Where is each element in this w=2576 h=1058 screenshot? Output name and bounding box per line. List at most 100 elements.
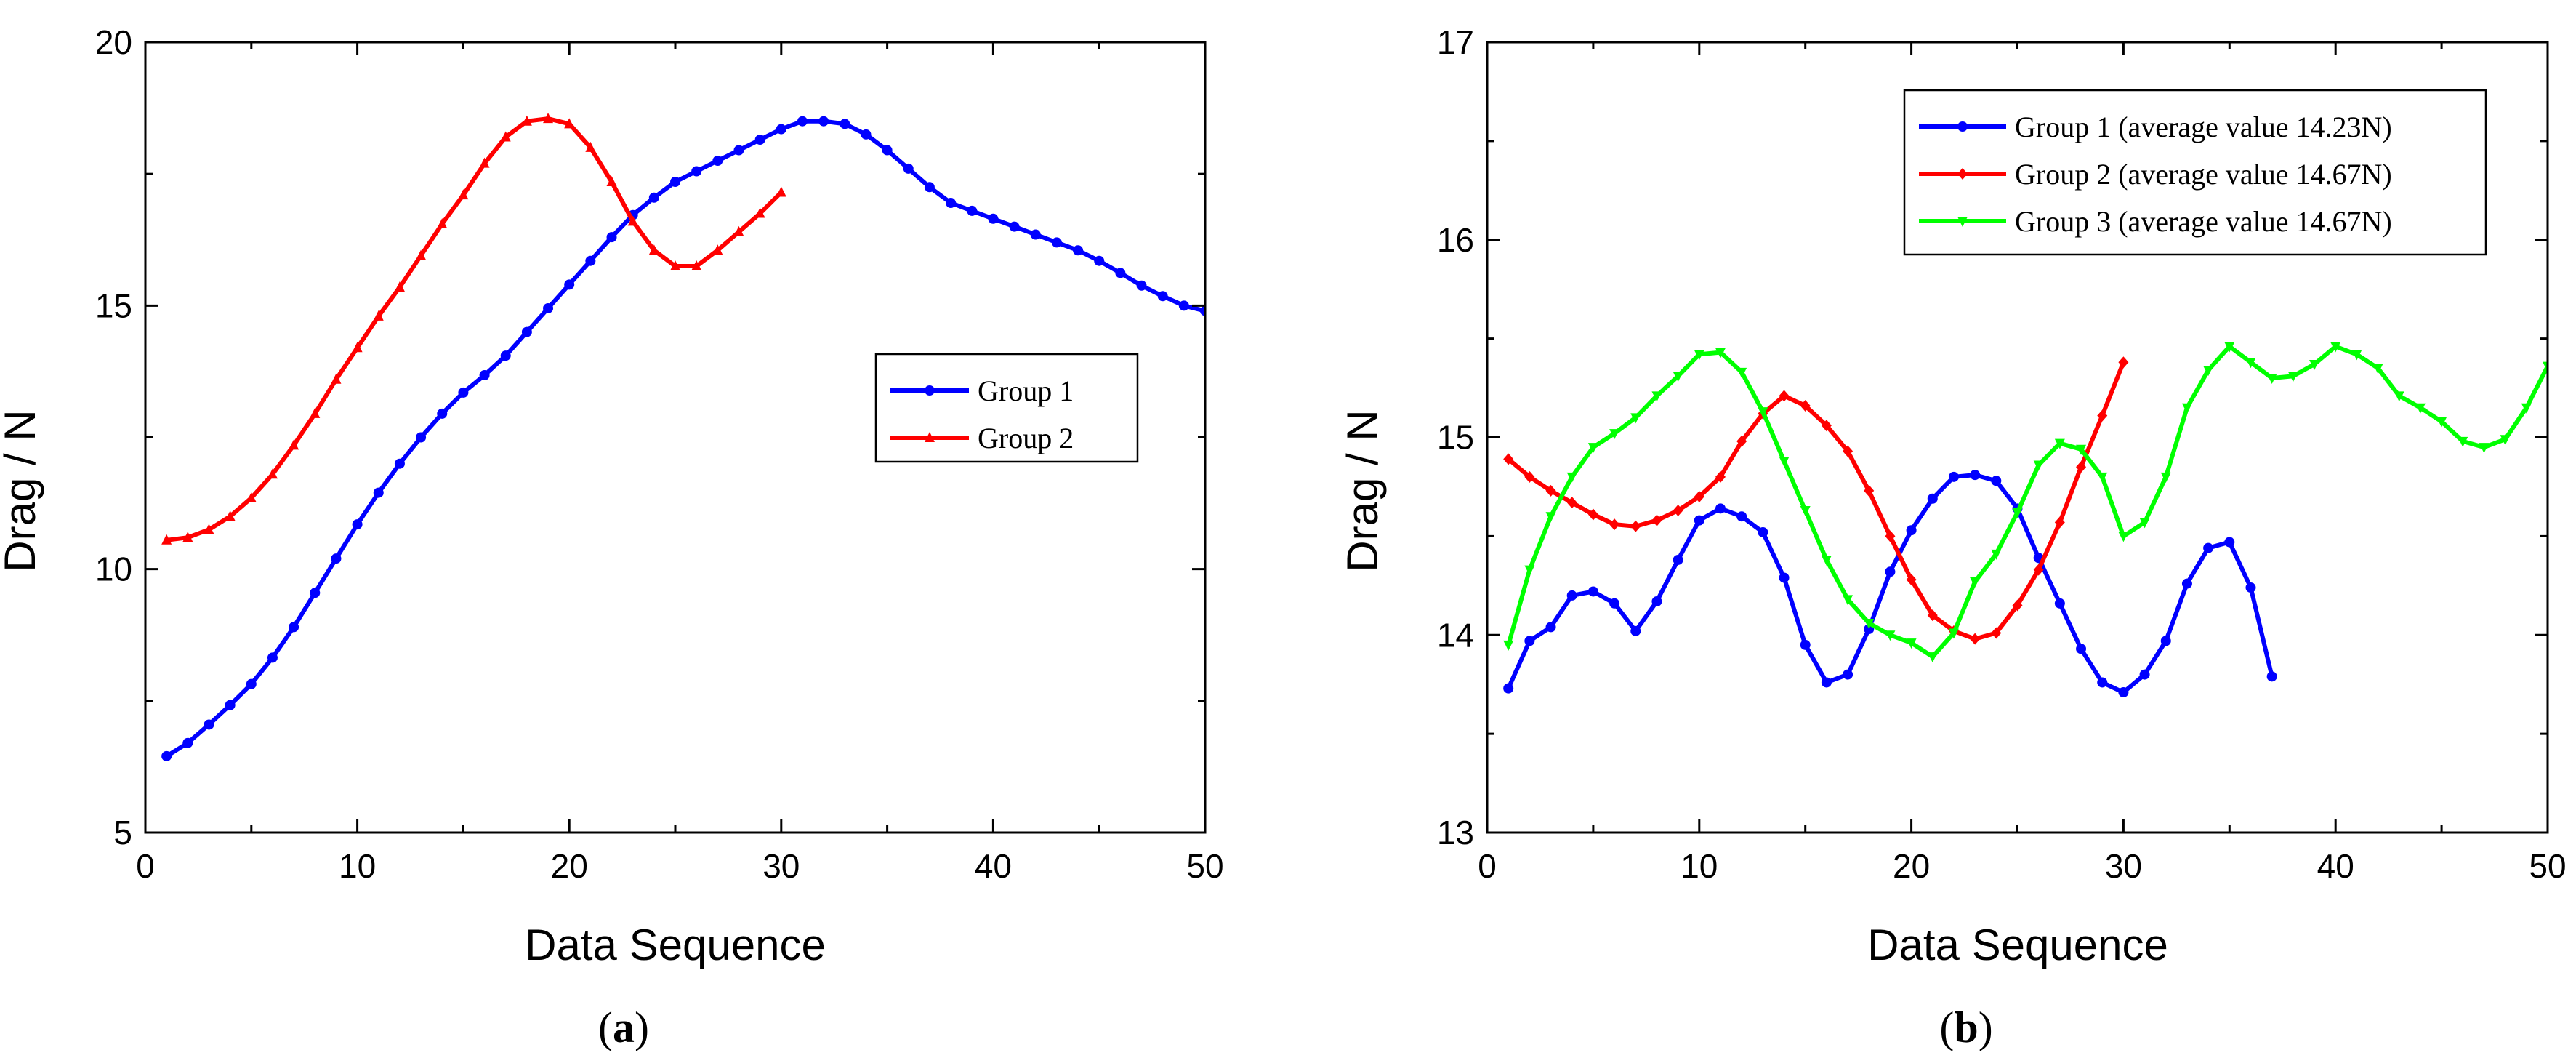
chart-a-series-1-point [1009, 221, 1020, 232]
chart-b-series-3-point [2224, 342, 2235, 353]
chart-b-series-2-point [1545, 484, 1556, 497]
chart-b-series-2-point [1503, 453, 1514, 465]
chart-b-series-1-point [1673, 554, 1683, 565]
chart-b-panel-letter: b [1954, 1003, 1978, 1051]
chart-b-series-1-point [2118, 687, 2129, 698]
chart-b-series-1-point [1715, 503, 1726, 514]
chart-a-series-1-point [437, 408, 448, 419]
chart-b-series-1-point [2076, 644, 2087, 654]
chart-a-series-2-point [416, 249, 427, 260]
chart-a-series-2-point [182, 532, 193, 542]
chart-b-series-1-point [2266, 671, 2277, 682]
chart-a-ytick-label: 5 [113, 814, 132, 851]
chart-b-ylabel: Drag / N [1338, 409, 1387, 572]
chart-a-series-2-point [331, 373, 342, 384]
chart-b-series-1-point [1545, 622, 1556, 633]
chart-b-series-3-point [1609, 429, 1620, 440]
chart-a-series-1-point [225, 700, 236, 710]
chart-b-series-3-point [2372, 364, 2383, 374]
chart-a-series-1-point [840, 119, 850, 129]
chart-b-series-2-point [2012, 599, 2023, 612]
chart-a-xlabel: Data Sequence [525, 921, 826, 969]
chart-a-series-2-point [606, 176, 617, 187]
chart-b-panel-label: (b) [1939, 1003, 1992, 1051]
chart-a-series-2-point [754, 207, 765, 218]
chart-b-series-3-point [2033, 460, 2044, 471]
chart-a-series-1-point [182, 737, 193, 748]
chart-b: Drag / N Data Sequence (b) 0 10 20 30 40 50 13… [1338, 23, 2567, 1051]
chart-a-series-1-point [246, 678, 257, 689]
chart-b-series-3-point [1927, 652, 1938, 663]
chart-b-series-1-point [1609, 598, 1620, 609]
chart-a-xtick-label: 20 [551, 847, 588, 885]
chart-b-series-2-point [1630, 520, 1641, 532]
chart-a-series-1-point [606, 232, 617, 243]
chart-b-legend-label-1: Group 1 (average value 14.23N) [2015, 111, 2392, 143]
chart-b-legend-marker-3 [1957, 217, 1968, 227]
chart-b-series-3-point [1566, 472, 1577, 483]
chart-a-series-2-point [394, 281, 405, 292]
chart-b-ytick-label: 16 [1437, 221, 1474, 259]
chart-b-legend: Group 1 (average value 14.23N) Group 2 (a… [1903, 89, 2487, 256]
chart-b-series-2-point [1885, 530, 1896, 542]
chart-b-series-3-point [1991, 549, 2002, 560]
chart-a-series-1-point [1200, 305, 1205, 316]
chart-a-series-1-point [882, 145, 893, 156]
chart-a-series-2-point [204, 524, 214, 534]
chart-a-legend-marker-2 [925, 432, 935, 442]
chart-b-series-3-point [2160, 472, 2171, 483]
chart-a-series-2-point [564, 118, 575, 129]
chart-b-ytick-label: 13 [1437, 814, 1474, 851]
chart-a-series-1-point [267, 652, 278, 663]
chart-b-series-2-point [2033, 564, 2044, 576]
chart-a-series-1-point [521, 326, 532, 337]
chart-b-series-2-point [2054, 516, 2065, 529]
chart-b-legend-marker-2 [1957, 168, 1968, 180]
chart-a-series-2-point [670, 260, 680, 270]
chart-a-series-1-point [1115, 268, 1126, 278]
chart-b-series-2-point [1736, 435, 1747, 447]
chart-a-series-1 [161, 116, 1205, 761]
chart-b-series-2-point [1821, 420, 1832, 432]
chart-a-series-1-point [712, 156, 723, 167]
chart-b-series-3-point [1843, 595, 1853, 606]
chart-b-series-1-point [2160, 636, 2171, 646]
chart-a-series-1-point [903, 163, 914, 174]
chart-a-series-2-point [648, 244, 659, 255]
chart-a-series-1-point [946, 198, 957, 209]
chart-a-series-2-point [543, 113, 554, 124]
chart-b-series-3-point [1970, 577, 1981, 588]
chart-b-legend-marker-1 [1957, 121, 1968, 132]
chart-b-series-1-point [1800, 639, 1811, 650]
chart-a-series-2-point [289, 439, 299, 450]
chart-a-series-1-point [373, 487, 384, 498]
chart-a-series-1-point [967, 205, 978, 216]
chart-a-series-1-point [776, 124, 786, 135]
chart-b-series-3-point [2394, 391, 2404, 402]
chart-b-series-1-point [1843, 669, 1853, 680]
chart-a-ytick-label: 10 [95, 550, 132, 588]
chart-b-series-3-point [1821, 555, 1832, 566]
chart-a-series-2-point [500, 131, 511, 142]
chart-b-series-3-point [2330, 342, 2341, 353]
chart-a-series-1-point [161, 750, 172, 761]
chart-a-series-2-point [246, 492, 257, 502]
chart-b-series-3-point [2543, 361, 2548, 372]
chart-b-series-3-point [2181, 403, 2192, 414]
chart-a-series-2 [161, 113, 786, 545]
chart-b-series-1-point [1524, 636, 1535, 646]
chart-a-series-2-point [776, 186, 786, 197]
chart-b-legend-label-3: Group 3 (average value 14.67N) [2015, 205, 2392, 238]
chart-b-series-2-point [1800, 400, 1811, 412]
chart-b-series-2-point [1673, 505, 1683, 517]
chart-b-series-3-point [2500, 435, 2511, 446]
chart-b-series-3-point [2054, 438, 2065, 449]
chart-b-series-2-point [1991, 627, 2002, 639]
chart-b-xlabel: Data Sequence [1867, 921, 2168, 969]
chart-a-series-1-point [1136, 280, 1147, 291]
chart-b-series-3-point [2458, 436, 2468, 447]
chart-b-series-3-point [2139, 518, 2150, 529]
chart-b-series-1-point [1970, 470, 1981, 481]
chart-a-xtick-label: 10 [339, 847, 376, 885]
chart-b-series-2-point [2076, 461, 2087, 473]
